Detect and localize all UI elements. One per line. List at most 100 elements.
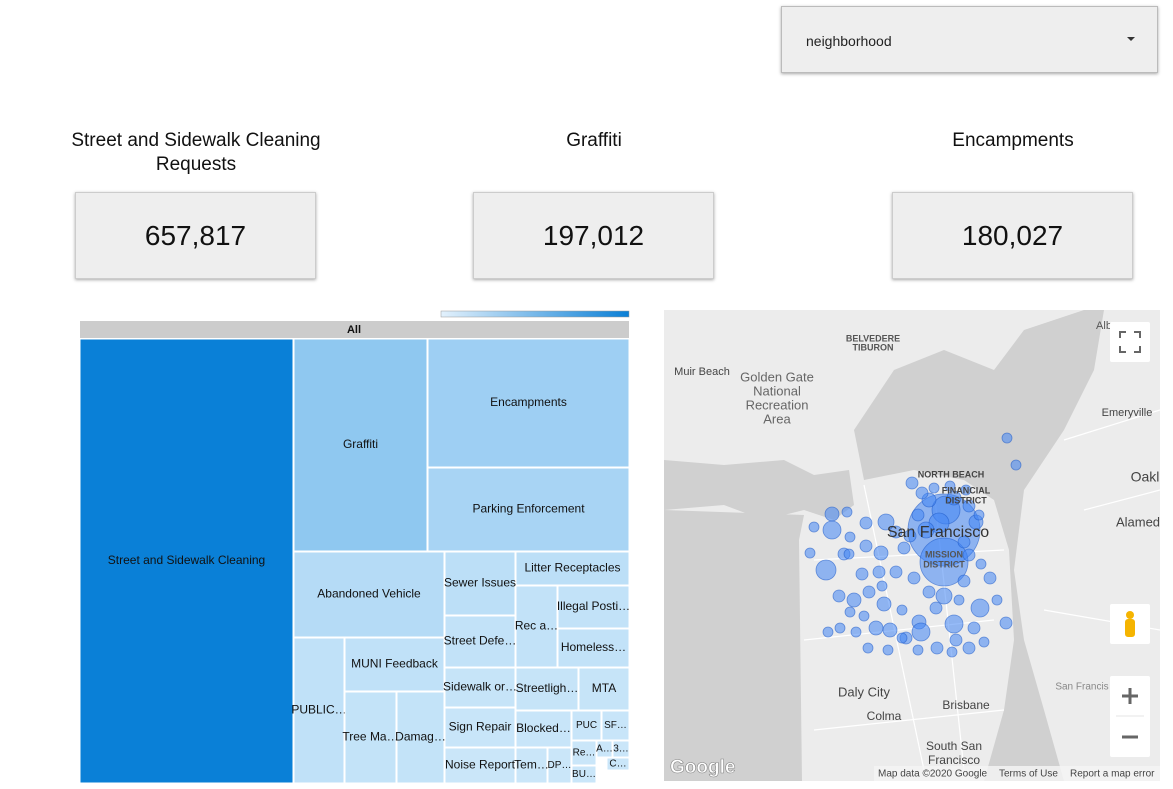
bubble — [928, 482, 940, 494]
bubble — [862, 642, 874, 654]
bubble — [844, 531, 856, 543]
map-label: Alamed — [1116, 514, 1160, 529]
treemap-label: Damag… — [395, 730, 446, 744]
treemap-cell — [444, 551, 516, 616]
color-scale — [440, 310, 630, 318]
bubble — [1010, 459, 1022, 471]
treemap-label: Parking Enforcement — [472, 502, 585, 516]
bubble — [876, 596, 892, 612]
treemap-cell — [601, 710, 630, 741]
terms-link[interactable]: Terms of Use — [999, 769, 1058, 780]
treemap-label: Tem… — [514, 758, 549, 772]
treemap-cell — [515, 747, 548, 784]
treemap-cell — [427, 338, 630, 468]
map-label: FINANCIAL — [942, 485, 991, 495]
bubbles — [804, 432, 1022, 658]
bubble — [844, 606, 856, 618]
filter-dropdown[interactable]: neighborhood — [781, 6, 1158, 73]
bubble — [873, 545, 889, 561]
treemap-cell — [515, 710, 572, 748]
treemap-label: Tree Ma… — [342, 730, 398, 744]
bubble — [822, 520, 842, 540]
treemap-label: Noise Report — [445, 758, 516, 772]
treemap-cell — [444, 667, 516, 708]
bubble — [822, 626, 834, 638]
treemap-header — [80, 321, 629, 338]
map-label: Recreation — [746, 397, 809, 412]
bubble — [824, 506, 840, 522]
treemap-cell — [515, 667, 579, 711]
ocean — [664, 460, 854, 781]
treemap-cell — [606, 757, 630, 771]
bubble — [915, 486, 929, 500]
treemap-root-label: All — [347, 324, 361, 336]
bubble — [872, 565, 886, 579]
map-label: TIBURON — [853, 342, 894, 352]
map-label: Golden Gate — [740, 369, 814, 384]
bubble — [815, 559, 837, 581]
map-label: Emeryville — [1102, 407, 1153, 419]
bubble — [907, 571, 921, 585]
treemap-label: Encampments — [490, 395, 567, 409]
treemap-cell — [557, 585, 630, 629]
map-label: MISSION — [925, 549, 963, 559]
bubble — [843, 548, 855, 560]
treemap-cell — [571, 765, 597, 784]
dropdown-arrow — [1127, 37, 1135, 41]
treemap-cell — [515, 551, 630, 586]
treemap-cell — [344, 637, 445, 692]
bubble — [912, 644, 924, 656]
map-label: Daly City — [838, 684, 891, 699]
treemap-cell — [396, 691, 445, 784]
bubble — [896, 604, 908, 616]
treemap-label: Streetligh… — [516, 681, 579, 695]
bubble — [929, 601, 943, 615]
treemap-label: Graffiti — [343, 437, 378, 451]
zoom-in[interactable] — [1122, 688, 1138, 704]
bubble — [999, 616, 1013, 630]
bubble — [922, 585, 936, 599]
bubble — [877, 513, 895, 531]
treemap-label: PUC — [576, 720, 597, 731]
report-link[interactable]: Report a map error — [1070, 769, 1155, 780]
kpi-value: 657,817 — [75, 192, 316, 279]
treemap-label: BU… — [572, 769, 596, 780]
treemap-cell — [547, 747, 572, 784]
treemap-cell — [79, 338, 294, 784]
treemap-cell — [427, 467, 630, 552]
treemap-cell — [578, 667, 630, 711]
attribution: Map data ©2020 Google — [878, 769, 988, 780]
bubble — [962, 641, 976, 655]
pegman-body — [1125, 619, 1135, 637]
bubble — [930, 641, 944, 655]
map-label: BELVEDERE — [846, 333, 900, 343]
bubble — [868, 620, 884, 636]
map-label: DISTRICT — [923, 559, 965, 569]
map-logo: Google — [670, 757, 735, 778]
treemap-cell — [612, 740, 630, 758]
treemap-label: SF… — [604, 720, 627, 731]
treemap-cell — [444, 747, 516, 784]
treemap-cell — [344, 691, 397, 784]
fullscreen-button[interactable] — [1110, 322, 1150, 362]
kpi-title: Encampments — [952, 130, 1074, 151]
map-label: San Francis — [1055, 682, 1108, 693]
treemap-label: Re… — [573, 748, 596, 759]
treemap-label: DP… — [548, 760, 572, 771]
bubble — [889, 525, 903, 539]
treemap-label: Homeless… — [561, 640, 626, 654]
treemap-cell — [293, 551, 445, 638]
bubble — [858, 610, 870, 622]
treemap-cell — [515, 585, 558, 668]
treemap-label: Sign Repair — [449, 720, 512, 734]
bubble — [862, 585, 876, 599]
treemap-cell — [293, 637, 345, 784]
bubble — [859, 539, 873, 553]
bubble — [957, 574, 971, 588]
bubble — [919, 537, 969, 587]
bubble — [970, 598, 990, 618]
attribution-bar — [874, 766, 1160, 781]
kpi-value: 180,027 — [892, 192, 1133, 279]
bubble — [978, 636, 990, 648]
